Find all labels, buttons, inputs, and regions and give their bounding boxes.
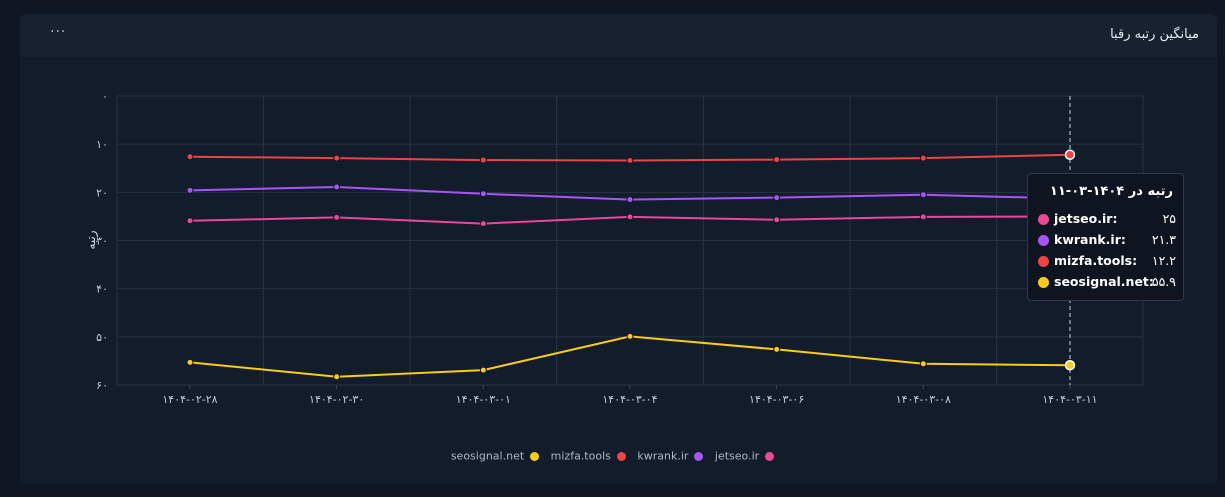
y-tick-label: ۳۰ xyxy=(96,235,108,248)
tooltip-row-seosignal: seosignal.net: ۵۵.۹ xyxy=(1038,274,1176,292)
x-tick-label: ۱۴۰۴-۰۳-۰۸ xyxy=(896,393,951,406)
legend-label: jetseo.ir xyxy=(714,449,760,463)
data-point xyxy=(186,358,194,366)
data-point xyxy=(626,196,634,204)
data-point xyxy=(919,154,927,162)
data-point xyxy=(1064,360,1076,371)
legend-dot xyxy=(530,451,540,461)
data-point xyxy=(479,220,487,228)
tooltip-dot xyxy=(1038,277,1049,288)
data-point xyxy=(333,154,341,162)
chart-legend: seosignal.net mizfa.tools kwrank.ir jets… xyxy=(0,449,1225,465)
y-tick-label: ۱۰ xyxy=(96,138,108,151)
x-tick-label: ۱۴۰۴-۰۳-۰۶ xyxy=(749,393,804,406)
legend-label: kwrank.ir xyxy=(637,449,689,463)
data-point xyxy=(479,366,487,374)
x-tick-label: ۱۴۰۴-۰۳-۱۱ xyxy=(1042,393,1097,406)
data-point xyxy=(186,217,194,225)
tooltip-series-value: ۲۱.۳ xyxy=(1151,232,1176,247)
tooltip-series-value: ۲۵ xyxy=(1162,211,1176,226)
card-header: ··· میانگین رتبه رقبا xyxy=(20,14,1217,57)
legend-label: seosignal.net xyxy=(450,449,525,463)
data-point xyxy=(919,360,927,368)
series-line xyxy=(189,335,1071,378)
legend-dot xyxy=(694,451,704,461)
data-point xyxy=(773,216,781,224)
legend-label: mizfa.tools xyxy=(550,449,611,463)
tooltip-series-name: seosignal.net: xyxy=(1054,274,1154,289)
legend-item-jetseo[interactable]: jetseo.ir xyxy=(714,449,775,463)
legend-dot xyxy=(765,451,775,461)
data-point xyxy=(333,213,341,221)
data-point xyxy=(1064,149,1076,161)
tooltip-row-mizfa: mizfa.tools: ۱۲.۲ xyxy=(1038,253,1176,271)
chart-tooltip: رتبه در ۱۴۰۴-۰۳-۱۱ jetseo.ir: ۲۵ kwrank.… xyxy=(1027,173,1184,301)
data-point xyxy=(919,213,927,221)
y-tick-label: ۵۰ xyxy=(96,331,108,344)
data-point xyxy=(919,191,927,199)
tooltip-dot xyxy=(1038,214,1049,225)
tooltip-series-value: ۱۲.۲ xyxy=(1151,253,1176,268)
tooltip-row-jetseo: jetseo.ir: ۲۵ xyxy=(1038,211,1176,229)
data-point xyxy=(773,194,781,202)
tooltip-title: رتبه در ۱۴۰۴-۰۳-۱۱ xyxy=(1049,184,1173,199)
tooltip-series-value: ۵۵.۹ xyxy=(1151,274,1176,289)
x-tick-label: ۱۴۰۴-۰۲-۲۸ xyxy=(162,393,217,406)
data-point xyxy=(479,190,487,198)
data-point xyxy=(333,183,341,191)
x-tick-label: ۱۴۰۴-۰۳-۰۱ xyxy=(456,393,511,406)
legend-item-seosignal[interactable]: seosignal.net xyxy=(450,449,540,463)
x-tick-label: ۱۴۰۴-۰۲-۳۰ xyxy=(309,393,364,406)
data-point xyxy=(773,156,781,164)
data-point xyxy=(186,186,194,194)
data-point xyxy=(186,153,194,161)
tooltip-series-name: jetseo.ir: xyxy=(1054,211,1118,226)
data-point xyxy=(626,213,634,221)
legend-dot xyxy=(616,451,626,461)
more-options-icon[interactable]: ··· xyxy=(50,24,67,40)
data-point xyxy=(773,345,781,353)
y-axis-label: رتبه xyxy=(84,230,99,249)
y-tick-label: ۲۰ xyxy=(96,186,108,199)
tooltip-row-kwrank: kwrank.ir: ۲۱.۳ xyxy=(1038,232,1176,250)
y-tick-label: ۴۰ xyxy=(96,283,108,296)
data-point xyxy=(626,332,634,340)
tooltip-series-name: mizfa.tools: xyxy=(1054,253,1138,268)
data-point xyxy=(626,157,634,165)
data-point xyxy=(479,156,487,164)
legend-item-mizfa[interactable]: mizfa.tools xyxy=(551,449,626,463)
tooltip-series-name: kwrank.ir: xyxy=(1054,232,1126,247)
chart-card: ··· میانگین رتبه رقبا xyxy=(20,14,1217,484)
data-point xyxy=(333,373,341,381)
x-tick-label: ۱۴۰۴-۰۳-۰۴ xyxy=(602,393,657,406)
y-tick-label: ۰ xyxy=(102,90,108,103)
card-title: میانگین رتبه رقبا xyxy=(1110,27,1199,42)
y-tick-label: ۶۰ xyxy=(96,379,108,392)
tooltip-dot xyxy=(1038,256,1049,267)
tooltip-dot xyxy=(1038,235,1049,246)
legend-item-kwrank[interactable]: kwrank.ir xyxy=(637,449,704,463)
